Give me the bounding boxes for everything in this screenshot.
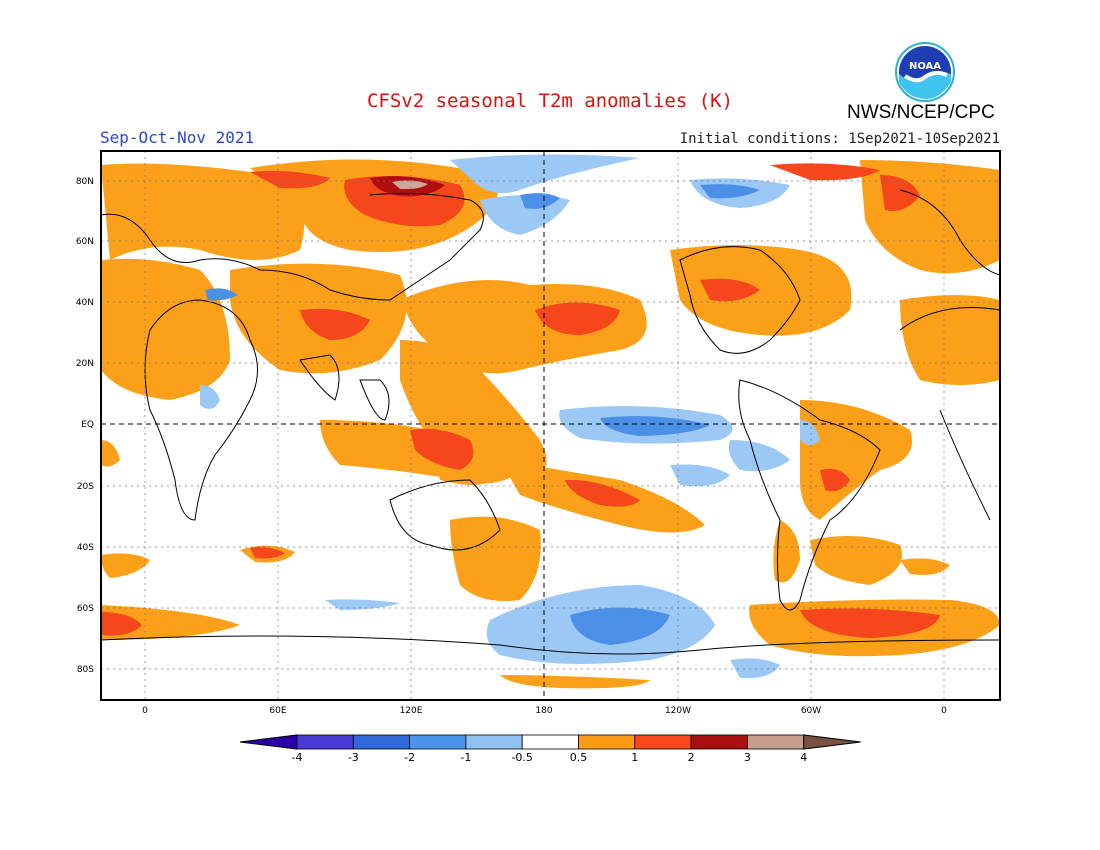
colorbar-label: -2 bbox=[404, 751, 415, 764]
organization-label: NWS/NCEP/CPC bbox=[847, 102, 995, 123]
colorbar-swatch bbox=[747, 734, 805, 750]
colorbar-swatch bbox=[578, 734, 636, 750]
lon-label: 60W bbox=[801, 706, 821, 716]
colorbar-label: 2 bbox=[688, 751, 695, 764]
map-frame bbox=[100, 150, 1001, 701]
lat-label: 40S bbox=[77, 543, 94, 553]
colorbar-swatch bbox=[296, 734, 354, 750]
colorbar-label: -0.5 bbox=[511, 751, 532, 764]
lat-label: 40N bbox=[76, 298, 94, 308]
colorbar-label: -3 bbox=[348, 751, 359, 764]
lat-label: 60N bbox=[76, 237, 94, 247]
color-bar: -4 -3 -2 -1 -0.5 0.5 1 2 3 4 bbox=[239, 734, 861, 764]
colorbar-label: -1 bbox=[460, 751, 471, 764]
lat-label: 80S bbox=[77, 665, 94, 675]
extreme-warm-anomaly-regions bbox=[392, 180, 428, 190]
noaa-logo: NOAA bbox=[895, 42, 955, 102]
colorbar-label: 1 bbox=[631, 751, 638, 764]
coastlines bbox=[100, 189, 1001, 655]
lat-label: 20N bbox=[76, 359, 94, 369]
strong-warm-anomaly-regions bbox=[101, 163, 940, 638]
colorbar-lower-arrow bbox=[239, 734, 298, 750]
latitude-labels: 80N 60N 40N 20N EQ 20S 40S 60S 80S bbox=[76, 177, 94, 675]
lon-label: 120W bbox=[665, 706, 691, 716]
colorbar-swatch bbox=[521, 734, 579, 750]
longitude-labels: 0 60E 120E 180 120W 60W 0 bbox=[142, 706, 947, 716]
colorbar-label: 4 bbox=[800, 751, 807, 764]
noaa-logo-text: NOAA bbox=[909, 61, 941, 72]
colorbar-label: 3 bbox=[744, 751, 751, 764]
equator-dateline bbox=[101, 151, 1000, 700]
graticule bbox=[101, 151, 1000, 700]
colorbar-label: 0.5 bbox=[570, 751, 588, 764]
colorbar-swatch bbox=[634, 734, 692, 750]
colorbar-label: -4 bbox=[292, 751, 303, 764]
lon-label: 120E bbox=[400, 706, 423, 716]
colorbar-swatch bbox=[465, 734, 523, 750]
lat-label: EQ bbox=[81, 420, 94, 430]
lat-label: 60S bbox=[77, 604, 94, 614]
lon-label: 180 bbox=[535, 706, 552, 716]
lon-label: 60E bbox=[269, 706, 286, 716]
colorbar-upper-arrow bbox=[803, 734, 861, 750]
season-label: Sep-Oct-Nov 2021 bbox=[100, 128, 255, 147]
lat-label: 80N bbox=[76, 177, 94, 187]
colorbar-swatch bbox=[352, 734, 410, 750]
lon-label: 0 bbox=[941, 706, 947, 716]
lat-label: 20S bbox=[77, 482, 94, 492]
colorbar-swatch bbox=[690, 734, 748, 750]
colorbar-swatch bbox=[409, 734, 467, 750]
lon-label: 0 bbox=[142, 706, 148, 716]
map-title: CFSv2 seasonal T2m anomalies (K) bbox=[366, 90, 734, 112]
initial-conditions-label: Initial conditions: 1Sep2021-10Sep2021 bbox=[679, 131, 1000, 147]
strong-cool-anomaly-regions bbox=[205, 184, 760, 645]
